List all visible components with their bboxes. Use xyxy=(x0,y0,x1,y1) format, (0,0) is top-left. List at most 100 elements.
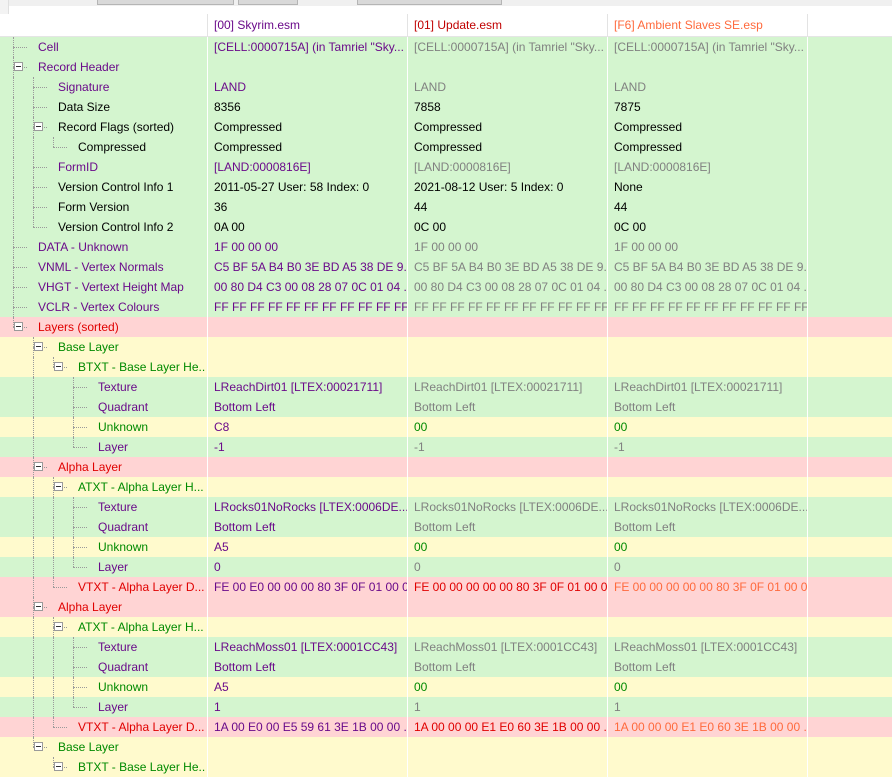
tree-node-cell[interactable]: Layers (sorted) xyxy=(8,317,208,337)
collapse-icon[interactable] xyxy=(34,602,43,611)
value-cell-ambient-slaves[interactable]: LReachMoss01 [LTEX:0001CC43] xyxy=(608,637,808,657)
collapse-icon[interactable] xyxy=(54,762,63,771)
tree-row[interactable]: Unknown C8 00 00 xyxy=(0,417,892,437)
tree-node-cell[interactable]: Quadrant xyxy=(8,657,208,677)
value-cell-ambient-slaves[interactable] xyxy=(608,757,808,777)
value-cell-skyrim[interactable] xyxy=(208,617,408,637)
value-cell-update[interactable]: Bottom Left xyxy=(408,657,608,677)
value-cell-skyrim[interactable]: 0A 00 xyxy=(208,217,408,237)
value-cell-update[interactable]: 1 xyxy=(408,697,608,717)
value-cell-ambient-slaves[interactable] xyxy=(608,337,808,357)
value-cell-ambient-slaves[interactable]: 00 xyxy=(608,677,808,697)
value-cell-update[interactable]: 0C 00 xyxy=(408,217,608,237)
tree-node-cell[interactable]: Layer xyxy=(8,697,208,717)
value-cell-skyrim[interactable]: FE 00 E0 00 00 00 80 3F 0F 01 00 0... xyxy=(208,577,408,597)
value-cell-skyrim[interactable]: Bottom Left xyxy=(208,517,408,537)
value-cell-update[interactable]: [CELL:0000715A] (in Tamriel "Sky... xyxy=(408,37,608,57)
value-cell-update[interactable] xyxy=(408,737,608,757)
tree-node-cell[interactable]: VCLR - Vertex Colours xyxy=(8,297,208,317)
tree-node-cell[interactable]: VNML - Vertex Normals xyxy=(8,257,208,277)
value-cell-skyrim[interactable]: Compressed xyxy=(208,117,408,137)
tree-node-cell[interactable]: Texture xyxy=(8,497,208,517)
tree-node-cell[interactable]: Cell xyxy=(8,37,208,57)
value-cell-update[interactable] xyxy=(408,457,608,477)
tree-row[interactable]: Record Header xyxy=(0,57,892,77)
value-cell-ambient-slaves[interactable]: C5 BF 5A B4 B0 3E BD A5 38 DE 9... xyxy=(608,257,808,277)
tree-node-cell[interactable]: Unknown xyxy=(8,677,208,697)
value-cell-update[interactable]: 0 xyxy=(408,557,608,577)
value-cell-ambient-slaves[interactable] xyxy=(608,617,808,637)
tree-row[interactable]: ATXT - Alpha Layer H... xyxy=(0,477,892,497)
tree-node-cell[interactable]: VHGT - Vertext Height Map xyxy=(8,277,208,297)
tree-node-cell[interactable]: Texture xyxy=(8,637,208,657)
value-cell-skyrim[interactable]: 8356 xyxy=(208,97,408,117)
tree-row[interactable]: Texture LRocks01NoRocks [LTEX:0006DE... LR… xyxy=(0,497,892,517)
tree-node-cell[interactable]: DATA - Unknown xyxy=(8,237,208,257)
value-cell-update[interactable] xyxy=(408,317,608,337)
value-cell-ambient-slaves[interactable]: FF FF FF FF FF FF FF FF FF FF FF F... xyxy=(608,297,808,317)
tree-row[interactable]: VHGT - Vertext Height Map 00 80 D4 C3 00 … xyxy=(0,277,892,297)
collapse-icon[interactable] xyxy=(54,482,63,491)
value-cell-ambient-slaves[interactable]: 1 xyxy=(608,697,808,717)
value-cell-skyrim[interactable]: [LAND:0000816E] xyxy=(208,157,408,177)
tree-node-cell[interactable]: Version Control Info 2 xyxy=(8,217,208,237)
value-cell-ambient-slaves[interactable]: Bottom Left xyxy=(608,517,808,537)
tree-row[interactable]: Quadrant Bottom Left Bottom Left Bottom Lef… xyxy=(0,517,892,537)
tree-row[interactable]: Layer -1 -1 -1 xyxy=(0,437,892,457)
value-cell-update[interactable]: LRocks01NoRocks [LTEX:0006DE... xyxy=(408,497,608,517)
tree-row[interactable]: DATA - Unknown 1F 00 00 00 1F 00 00 00 1F 0… xyxy=(0,237,892,257)
tree-row[interactable]: VTXT - Alpha Layer D... FE 00 E0 00 00 00… xyxy=(0,577,892,597)
value-cell-skyrim[interactable]: LReachMoss01 [LTEX:0001CC43] xyxy=(208,637,408,657)
value-cell-skyrim[interactable] xyxy=(208,357,408,377)
value-cell-ambient-slaves[interactable] xyxy=(608,457,808,477)
value-cell-skyrim[interactable]: A5 xyxy=(208,677,408,697)
value-cell-ambient-slaves[interactable]: LReachDirt01 [LTEX:00021711] xyxy=(608,377,808,397)
value-cell-update[interactable]: 2021-08-12 User: 5 Index: 0 xyxy=(408,177,608,197)
tree-node-cell[interactable]: Layer xyxy=(8,557,208,577)
value-cell-skyrim[interactable]: LReachDirt01 [LTEX:00021711] xyxy=(208,377,408,397)
value-cell-ambient-slaves[interactable] xyxy=(608,477,808,497)
value-cell-skyrim[interactable] xyxy=(208,317,408,337)
toolbar-tab-left[interactable] xyxy=(97,0,234,5)
value-cell-skyrim[interactable]: 1 xyxy=(208,697,408,717)
value-cell-update[interactable]: Compressed xyxy=(408,117,608,137)
value-cell-ambient-slaves[interactable]: 1F 00 00 00 xyxy=(608,237,808,257)
tree-row[interactable]: BTXT - Base Layer He... xyxy=(0,757,892,777)
value-cell-skyrim[interactable]: 0 xyxy=(208,557,408,577)
value-cell-skyrim[interactable] xyxy=(208,337,408,357)
tree-node-cell[interactable]: Base Layer xyxy=(8,737,208,757)
value-cell-ambient-slaves[interactable]: FE 00 00 00 00 00 80 3F 0F 01 00 0... xyxy=(608,577,808,597)
tree-node-cell[interactable]: Layer xyxy=(8,437,208,457)
value-cell-update[interactable]: 7858 xyxy=(408,97,608,117)
tree-node-cell[interactable]: Record Header xyxy=(8,57,208,77)
value-cell-ambient-slaves[interactable]: LRocks01NoRocks [LTEX:0006DE... xyxy=(608,497,808,517)
tree-row[interactable]: Base Layer xyxy=(0,737,892,757)
column-header-ambient-slaves[interactable]: [F6] Ambient Slaves SE.esp xyxy=(608,14,808,36)
collapse-icon[interactable] xyxy=(34,462,43,471)
tree-node-cell[interactable]: Alpha Layer xyxy=(8,457,208,477)
tree-row[interactable]: Version Control Info 2 0A 00 0C 00 0C 00 xyxy=(0,217,892,237)
value-cell-skyrim[interactable] xyxy=(208,737,408,757)
value-cell-update[interactable] xyxy=(408,477,608,497)
value-cell-skyrim[interactable] xyxy=(208,477,408,497)
value-cell-update[interactable]: 00 xyxy=(408,537,608,557)
value-cell-update[interactable]: LReachMoss01 [LTEX:0001CC43] xyxy=(408,637,608,657)
tree-row[interactable]: Version Control Info 1 2011-05-27 User: 5… xyxy=(0,177,892,197)
column-header-skyrim[interactable]: [00] Skyrim.esm xyxy=(208,14,408,36)
value-cell-ambient-slaves[interactable]: Bottom Left xyxy=(608,657,808,677)
value-cell-ambient-slaves[interactable]: 44 xyxy=(608,197,808,217)
value-cell-ambient-slaves[interactable]: 1A 00 00 00 E1 E0 60 3E 1B 00 00 ... xyxy=(608,717,808,737)
tree-row[interactable]: BTXT - Base Layer He... xyxy=(0,357,892,377)
tree-node-cell[interactable]: Texture xyxy=(8,377,208,397)
tree-row[interactable]: Data Size 8356 7858 7875 xyxy=(0,97,892,117)
tree-node-cell[interactable]: Data Size xyxy=(8,97,208,117)
tree-row[interactable]: Layer 0 0 0 xyxy=(0,557,892,577)
tree-node-cell[interactable]: Unknown xyxy=(8,537,208,557)
value-cell-update[interactable]: Compressed xyxy=(408,137,608,157)
tree-node-cell[interactable]: Quadrant xyxy=(8,517,208,537)
tree-row[interactable]: Cell [CELL:0000715A] (in Tamriel "Sky...[… xyxy=(0,37,892,57)
value-cell-update[interactable]: Bottom Left xyxy=(408,517,608,537)
value-cell-ambient-slaves[interactable]: Compressed xyxy=(608,137,808,157)
tree-node-cell[interactable]: BTXT - Base Layer He... xyxy=(8,757,208,777)
value-cell-skyrim[interactable]: Bottom Left xyxy=(208,397,408,417)
